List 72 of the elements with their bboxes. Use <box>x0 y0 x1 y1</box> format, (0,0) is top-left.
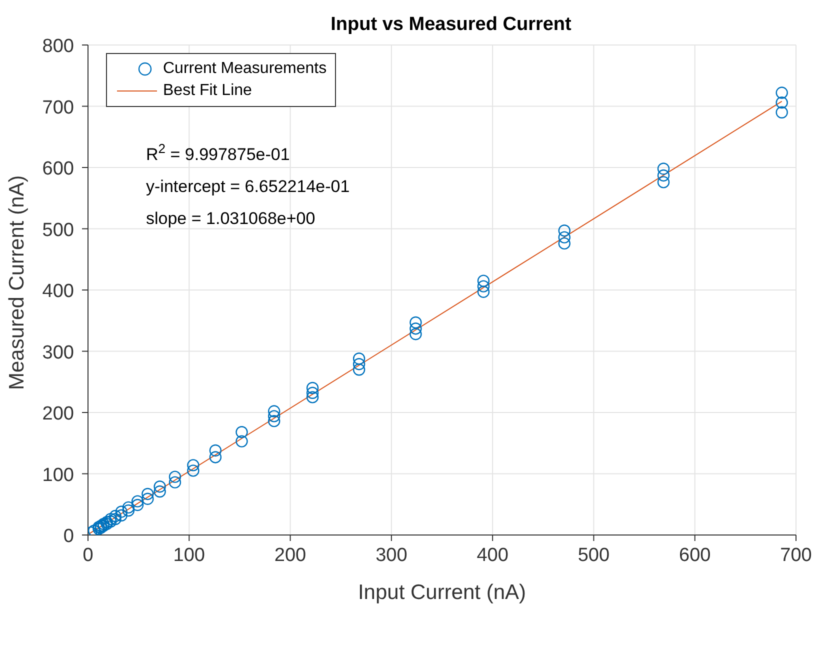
legend-label: Current Measurements <box>163 60 327 78</box>
y-tick-label: 200 <box>42 404 74 424</box>
point <box>209 444 222 457</box>
x-tick-label: 100 <box>173 545 205 566</box>
point <box>558 224 570 237</box>
x-axis-title: Input Current (nA) <box>358 581 526 604</box>
point <box>236 435 248 448</box>
point <box>187 459 200 472</box>
point <box>306 391 319 404</box>
point <box>558 231 570 244</box>
y-tick-label: 400 <box>42 281 74 302</box>
point <box>657 176 670 188</box>
point <box>558 237 570 250</box>
point <box>352 352 366 365</box>
annotation: y-intercept = 6.652214e-01 <box>146 177 350 196</box>
legend-label: Best Fit Line <box>163 82 252 100</box>
point <box>776 106 788 118</box>
point <box>306 382 319 394</box>
annotation: slope = 1.031068e+00 <box>146 209 316 228</box>
x-tick-label: 400 <box>476 545 508 566</box>
x-tick-label: 300 <box>376 545 408 566</box>
point <box>477 286 490 298</box>
point <box>776 96 788 109</box>
point <box>209 451 222 464</box>
point <box>131 498 144 512</box>
point <box>236 426 248 438</box>
point <box>410 316 422 329</box>
y-tick-label: 700 <box>42 97 74 118</box>
point <box>88 524 100 535</box>
x-tick-label: 700 <box>780 545 812 566</box>
point <box>115 506 128 518</box>
point <box>477 280 490 292</box>
y-tick-label: 0 <box>63 526 74 547</box>
point <box>657 169 670 182</box>
point <box>131 495 144 508</box>
point <box>154 485 166 498</box>
point <box>268 410 280 422</box>
y-tick-label: 300 <box>42 342 74 364</box>
y-tick-label: 500 <box>42 220 74 241</box>
y-tick-label: 600 <box>42 158 74 180</box>
chart-title: Input vs Measured Current <box>330 14 572 36</box>
point <box>142 492 154 505</box>
annotation: R$^{2}$ = 9.997875e-01 <box>146 140 290 164</box>
point <box>306 386 319 399</box>
y-tick-label: 100 <box>42 464 74 486</box>
point <box>410 328 422 340</box>
x-tick-label: 600 <box>679 545 711 566</box>
point <box>352 364 366 376</box>
y-axis-title: Measured Current (nA) <box>5 175 28 390</box>
point <box>142 488 154 500</box>
point <box>104 515 117 528</box>
point <box>657 162 670 175</box>
point <box>477 274 490 287</box>
point <box>268 414 280 428</box>
point <box>268 405 280 418</box>
point <box>122 501 135 514</box>
x-tick-label: 200 <box>274 545 306 566</box>
point <box>168 476 182 488</box>
point <box>776 86 788 99</box>
point <box>109 512 122 526</box>
y-tick-label: 800 <box>42 36 74 57</box>
point <box>122 504 135 517</box>
point <box>109 510 122 522</box>
point <box>104 512 117 526</box>
point <box>187 464 200 477</box>
point <box>168 470 182 483</box>
point <box>410 322 422 335</box>
point <box>115 509 128 522</box>
point <box>154 480 166 493</box>
point <box>352 358 366 370</box>
x-tick-label: 500 <box>578 545 610 566</box>
x-tick-label: 0 <box>82 545 94 566</box>
